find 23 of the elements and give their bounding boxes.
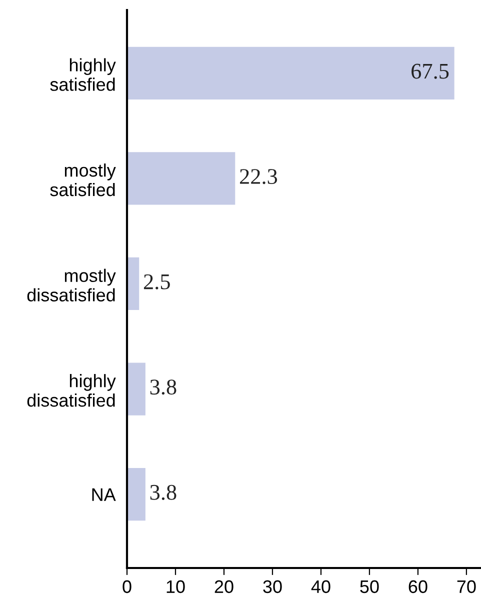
x-tick-label: 20	[214, 580, 234, 594]
data-label: 3.8	[150, 380, 176, 395]
data-label: 67.5	[412, 64, 449, 79]
y-tick-label: highly satisfied	[50, 58, 116, 91]
y-tick-label: highly dissatisfied	[27, 374, 116, 407]
data-label: 3.8	[150, 484, 176, 500]
x-tick-label: 10	[166, 580, 185, 594]
x-tick-label: 30	[263, 580, 282, 594]
x-tick-label: 60	[408, 580, 428, 594]
y-tick-label: NA	[92, 488, 116, 501]
x-tick-label: 50	[360, 580, 379, 594]
bar	[127, 257, 140, 310]
data-label: 2.5	[144, 274, 170, 290]
bar	[127, 152, 236, 205]
x-tick-label: 40	[311, 580, 330, 594]
bar	[127, 362, 146, 416]
bar	[127, 46, 454, 100]
x-tick-label: 70	[457, 580, 476, 594]
y-tick-label: mostly dissatisfied	[27, 268, 116, 302]
y-tick-label: mostly satisfied	[50, 163, 116, 196]
data-label: 22.3	[240, 169, 278, 184]
bar	[127, 468, 146, 521]
x-tick-label: 0	[122, 580, 132, 594]
